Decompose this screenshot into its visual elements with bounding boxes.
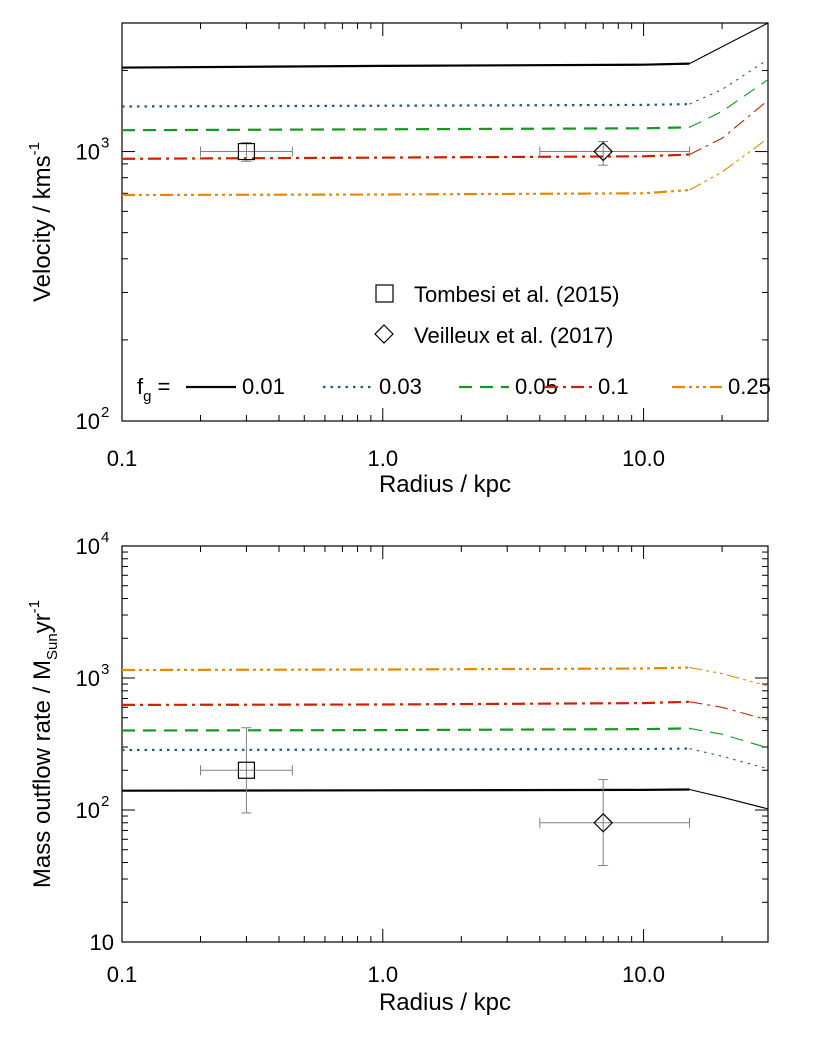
- series-line-fg-0.1-extension: [689, 99, 768, 155]
- x-tick-label: 1.0: [367, 962, 398, 987]
- series-group: [122, 23, 768, 197]
- series-line-fg-0.1: [122, 700, 690, 707]
- veilleux-diamond-marker: [593, 812, 614, 833]
- legend-veilleux: Veilleux et al. (2017): [414, 323, 613, 348]
- series-line-fg-0.03: [122, 103, 690, 108]
- series-line-fg-0.03: [122, 747, 690, 752]
- legend-fg-f: f: [137, 374, 144, 399]
- y-tick-label: 10: [76, 140, 100, 165]
- y-tick-base: 10: [76, 798, 100, 823]
- y-axis-label-sub: Sun: [44, 633, 61, 660]
- y-tick-label: 10: [76, 534, 100, 559]
- y-tick-base: 10: [76, 409, 100, 434]
- y-tick-base: 10: [76, 534, 100, 559]
- series-line-fg-0.25: [122, 666, 690, 672]
- x-tick-label: 0.1: [107, 446, 138, 471]
- legend-fg-eq: =: [157, 374, 170, 399]
- plot-frame: [121, 545, 769, 943]
- y-axis-label-text: Mass outflow rate / M: [29, 660, 56, 888]
- legend-fg-sub: g: [143, 388, 151, 405]
- series-line-fg-0.03-extension: [689, 58, 768, 105]
- plot-frame: [121, 22, 769, 422]
- y-axis-label-text2: yr: [29, 613, 56, 633]
- y-axis-label-sup: -1: [26, 600, 43, 613]
- series-line-fg-0.25-extension: [689, 666, 768, 687]
- x-tick-label: 0.1: [107, 962, 138, 987]
- y-tick-exponent: 2: [101, 793, 109, 810]
- legend-tombesi: Tombesi et al. (2015): [414, 282, 619, 307]
- x-tick-label: 10.0: [622, 962, 665, 987]
- legend-fg-label: fg =: [137, 374, 170, 405]
- legend-diamond-icon: [374, 324, 394, 344]
- legend-square-icon: [375, 284, 394, 303]
- tombesi-square-marker: [237, 761, 256, 779]
- series-line-fg-0.01: [122, 62, 690, 69]
- series-line-fg-0.01-extension: [689, 788, 768, 810]
- series-line-fg-0.25: [122, 188, 690, 197]
- series-line-fg-0.1: [122, 153, 690, 160]
- x-axis-label: Radius / kpc: [379, 989, 511, 1016]
- tombesi-square-marker: [237, 142, 256, 161]
- y-tick-label: 10: [76, 666, 100, 691]
- y-tick-label: 10: [90, 930, 114, 955]
- series-line-fg-0.05: [122, 727, 690, 732]
- y-axis-label: Mass outflow rate / MSunyr-1: [26, 600, 61, 888]
- series-line-fg-0.03-extension: [689, 748, 768, 770]
- legend-value-fg-0.25: 0.25: [728, 374, 771, 399]
- series-line-fg-0.01-extension: [689, 23, 768, 65]
- y-tick-exponent: 3: [101, 135, 109, 152]
- legend-value-fg-0.03: 0.03: [379, 374, 422, 399]
- series-line-fg-0.05-extension: [689, 79, 768, 128]
- series-line-fg-0.05: [122, 126, 690, 132]
- x-axis-label: Radius / kpc: [379, 471, 511, 498]
- y-axis-label: Velocity / kms-1: [26, 142, 56, 302]
- y-tick-exponent: 4: [101, 529, 109, 546]
- y-tick-label: 10: [76, 798, 100, 823]
- y-tick-base: 10: [76, 666, 100, 691]
- series-line-fg-0.25-extension: [689, 137, 768, 191]
- series-group: [122, 666, 768, 810]
- veilleux-diamond-marker: [593, 141, 614, 162]
- y-tick-exponent: 3: [101, 661, 109, 678]
- series-line-fg-0.05-extension: [689, 727, 768, 749]
- legend-value-fg-0.1: 0.1: [598, 374, 629, 399]
- y-axis-label-sup: -1: [26, 142, 43, 155]
- legend-value-fg-0.01: 0.01: [242, 374, 285, 399]
- y-axis-label-text: Velocity / kms: [29, 155, 56, 302]
- series-line-fg-0.01: [122, 788, 690, 792]
- series-line-fg-0.1-extension: [689, 701, 768, 721]
- x-tick-label: 10.0: [622, 446, 665, 471]
- x-tick-label: 1.0: [367, 446, 398, 471]
- y-tick-exponent: 2: [101, 404, 109, 421]
- y-tick-label: 10: [76, 409, 100, 434]
- y-tick-base: 10: [76, 140, 100, 165]
